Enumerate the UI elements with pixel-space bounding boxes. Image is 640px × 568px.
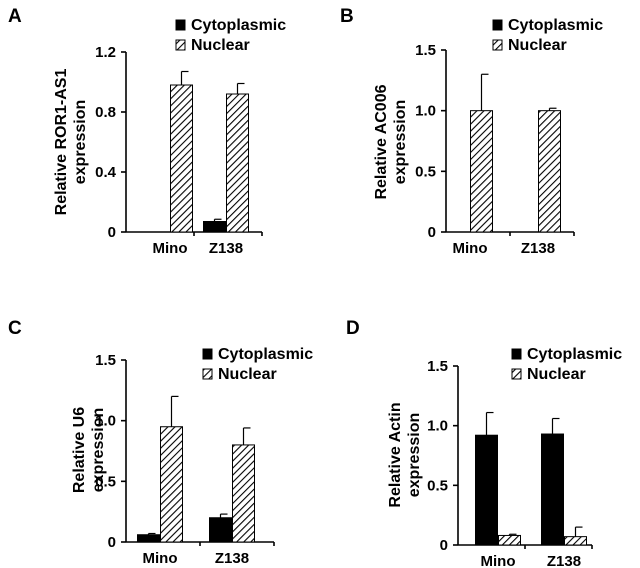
legend-swatch-cytoplasmic xyxy=(202,348,213,360)
panel-d: D 0 0.5 1.0 1.5 Relative Actin expression Mino Z… xyxy=(346,318,622,568)
y-tick-label: 1.5 xyxy=(415,42,436,59)
legend-label-nuclear: Nuclear xyxy=(527,366,586,383)
legend-label-nuclear: Nuclear xyxy=(191,37,250,54)
legend-label-cytoplasmic: Cytoplasmic xyxy=(218,346,313,363)
bar-nuclear-z138 xyxy=(538,110,561,233)
bar-nuclear-z138 xyxy=(232,444,255,543)
y-axis-label-line: expression xyxy=(392,100,409,184)
x-category-label: Mino xyxy=(453,240,488,257)
legend-label-nuclear: Nuclear xyxy=(218,366,277,383)
legend-label-cytoplasmic: Cytoplasmic xyxy=(191,17,286,34)
bar-nuclear-mino xyxy=(160,426,183,543)
legend-swatch-nuclear xyxy=(511,368,522,380)
bar-nuclear-mino xyxy=(470,110,493,233)
y-axis-label-line: Relative Actin xyxy=(387,402,404,507)
y-axis-label-line: expression xyxy=(406,413,423,497)
legend-swatch-nuclear xyxy=(175,39,186,51)
bar-cytoplasmic-z138 xyxy=(203,221,226,233)
y-tick-label: 1.0 xyxy=(415,103,436,120)
y-axis-label: Relative Actin expression xyxy=(387,402,423,507)
legend-swatch-cytoplasmic xyxy=(175,19,186,31)
x-category-label: Mino xyxy=(143,550,178,567)
bar-nuclear-mino xyxy=(170,84,193,233)
y-tick-label: 1.0 xyxy=(95,413,116,430)
panel-label: D xyxy=(346,318,360,339)
panel-label: B xyxy=(340,6,354,27)
bar-nuclear-mino xyxy=(498,534,521,546)
y-axis-label: Relative AC006 expression xyxy=(373,84,409,199)
x-category-label: Z138 xyxy=(215,550,249,567)
bar-cytoplasmic-z138 xyxy=(209,517,232,543)
legend-swatch-nuclear xyxy=(202,368,213,380)
legend-label-cytoplasmic: Cytoplasmic xyxy=(527,346,622,363)
legend-label-cytoplasmic: Cytoplasmic xyxy=(508,17,603,34)
y-axis-label-line: expression xyxy=(72,100,89,184)
y-axis-label: Relative ROR1-AS1 expression xyxy=(53,69,89,216)
legend-swatch-nuclear xyxy=(492,39,503,51)
x-category-label: Z138 xyxy=(521,240,555,257)
y-tick-label: 0 xyxy=(108,224,116,241)
bar-nuclear-z138 xyxy=(564,536,587,546)
y-tick-label: 1.2 xyxy=(95,44,116,61)
x-category-label: Mino xyxy=(153,240,188,257)
bar-cytoplasmic-mino xyxy=(137,534,160,543)
y-tick-label: 1.0 xyxy=(427,418,448,435)
bar-cytoplasmic-z138 xyxy=(541,433,564,546)
bar-cytoplasmic-mino xyxy=(475,434,498,546)
legend-label-nuclear: Nuclear xyxy=(508,37,567,54)
y-tick-label: 0.4 xyxy=(95,164,117,181)
y-tick-label: 0.5 xyxy=(95,473,116,490)
y-tick-label: 0.8 xyxy=(95,104,116,121)
y-tick-label: 0 xyxy=(428,224,436,241)
legend-swatch-cytoplasmic xyxy=(511,348,522,360)
y-axis-label-line: Relative ROR1-AS1 xyxy=(53,69,70,216)
y-tick-label: 0.5 xyxy=(427,477,448,494)
y-tick-label: 0.5 xyxy=(415,163,436,180)
legend-swatch-cytoplasmic xyxy=(492,19,503,31)
panel-label: A xyxy=(8,6,22,27)
y-axis-label: Relative U6 expression xyxy=(71,407,107,493)
x-category-label: Z138 xyxy=(209,240,243,257)
panel-a: A 0 0.4 0.8 1.2 Relative ROR1-AS1 expression Mi… xyxy=(8,6,286,257)
y-tick-label: 0 xyxy=(440,537,448,554)
y-tick-label: 1.5 xyxy=(427,358,448,375)
panel-label: C xyxy=(8,318,22,339)
y-tick-label: 0 xyxy=(108,534,116,551)
y-tick-label: 1.5 xyxy=(95,352,116,369)
y-axis-label-line: expression xyxy=(90,408,107,492)
panel-c: C 0 0.5 1.0 1.5 Relative U6 expression Mino Z138… xyxy=(8,318,313,567)
x-category-label: Z138 xyxy=(547,553,581,568)
y-axis-label-line: Relative U6 xyxy=(71,407,88,493)
panel-b: B 0 0.5 1.0 1.5 Relative AC006 expression Mino Z… xyxy=(340,6,603,257)
bar-nuclear-z138 xyxy=(226,93,249,233)
y-axis-label-line: Relative AC006 xyxy=(373,84,390,199)
x-category-label: Mino xyxy=(481,553,516,568)
